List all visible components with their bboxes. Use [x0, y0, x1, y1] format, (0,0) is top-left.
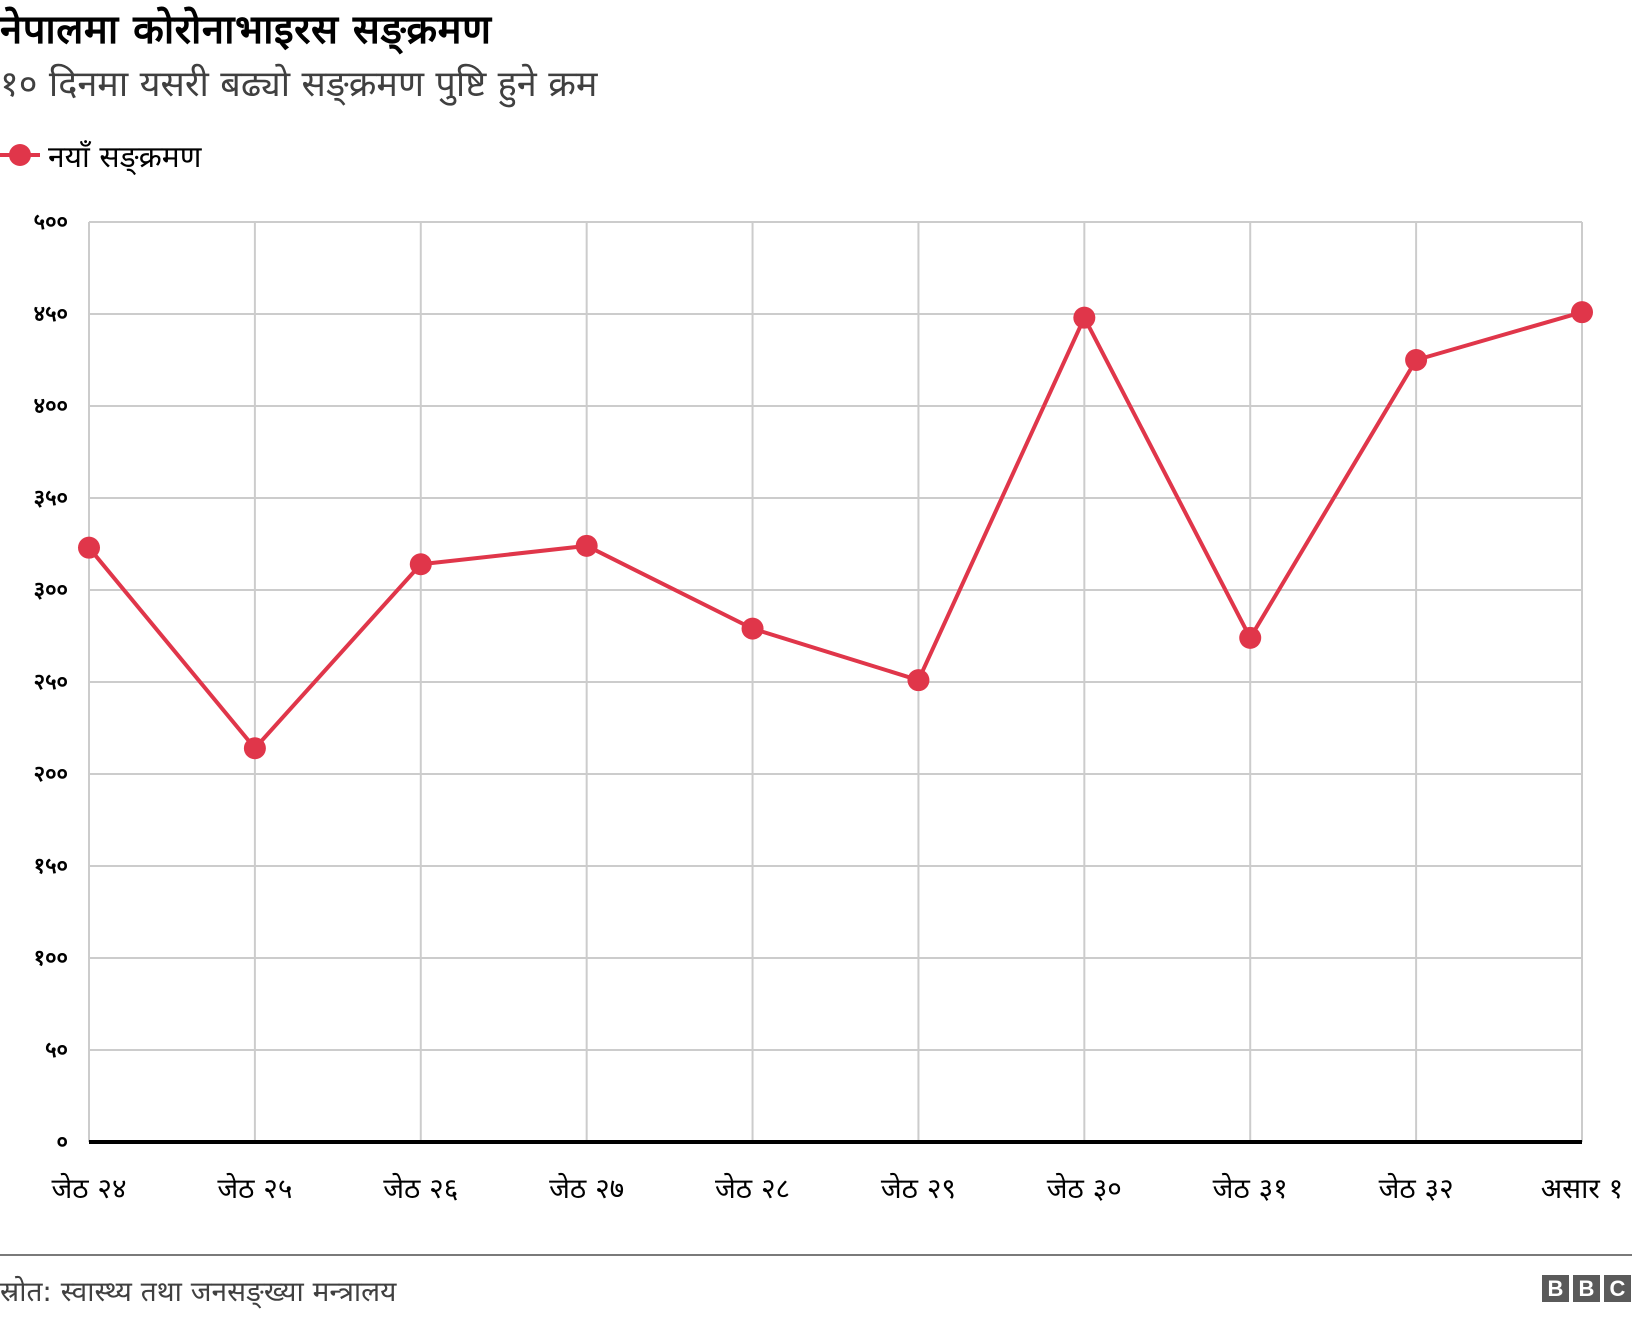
data-point[interactable] [575, 534, 598, 557]
y-tick-label: ३५० [34, 486, 68, 511]
x-tick-label: जेठ २४ [51, 1172, 126, 1205]
x-tick-label: जेठ ३२ [1379, 1172, 1454, 1205]
data-point[interactable] [1239, 626, 1262, 649]
bbc-logo-letter: B [1573, 1275, 1600, 1302]
y-tick-label: १५० [34, 854, 68, 879]
data-point[interactable] [907, 669, 930, 692]
data-point[interactable] [243, 737, 266, 760]
bbc-logo: B B C [1542, 1275, 1631, 1302]
x-tick-label: जेठ २७ [549, 1172, 624, 1205]
y-tick-label: ५०० [34, 210, 68, 235]
x-tick-label: जेठ २५ [217, 1172, 292, 1205]
x-tick-label: जेठ २९ [881, 1172, 956, 1205]
x-tick-label: जेठ २६ [383, 1172, 458, 1205]
data-point[interactable] [1405, 349, 1428, 371]
source-note: स्रोत: स्वास्थ्य तथा जनसङ्ख्या मन्त्रालय [0, 1275, 397, 1308]
x-tick-label: जेठ ३० [1047, 1172, 1122, 1205]
y-tick-label: ५० [45, 1038, 68, 1063]
x-tick-label: जेठ २८ [715, 1172, 790, 1205]
chart-subtitle: १० दिनमा यसरी बढ्यो सङ्क्रमण पुष्टि हुने… [0, 64, 598, 105]
legend: नयाँ सङ्क्रमण [0, 135, 201, 175]
data-point[interactable] [1073, 306, 1096, 329]
legend-label: नयाँ सङ्क्रमण [48, 139, 202, 175]
y-tick-label: २०० [34, 762, 68, 787]
y-axis: ० ५० १०० १५० २०० २५० ३०० ३५० ४०० ४५० ५०० [34, 210, 68, 1155]
x-axis: जेठ २४ जेठ २५ जेठ २६ जेठ २७ जेठ २८ जेठ २९ जेठ … [51, 1140, 1624, 1205]
data-point[interactable] [409, 553, 432, 576]
y-tick-label: ० [57, 1130, 68, 1155]
x-tick-label: असार १ [1541, 1172, 1624, 1205]
series-path [87, 310, 1583, 751]
x-tick-label: जेठ ३१ [1213, 1172, 1288, 1205]
series-line [78, 301, 1593, 760]
chart-title: नेपालमा कोरोनाभाइरस सङ्क्रमण [0, 7, 492, 53]
y-tick-label: २५० [34, 670, 68, 695]
y-tick-label: ४०० [34, 394, 68, 419]
bbc-logo-letter: C [1604, 1275, 1631, 1302]
data-point[interactable] [741, 617, 764, 640]
gridlines [88, 221, 1583, 1142]
data-point[interactable] [1571, 301, 1593, 324]
y-tick-label: १०० [34, 946, 68, 971]
y-tick-label: ३०० [34, 578, 68, 603]
legend-marker-icon [0, 135, 40, 175]
y-tick-label: ४५० [34, 302, 68, 327]
data-point[interactable] [78, 536, 100, 559]
bbc-logo-letter: B [1542, 1275, 1569, 1302]
footer-divider [0, 1254, 1632, 1256]
